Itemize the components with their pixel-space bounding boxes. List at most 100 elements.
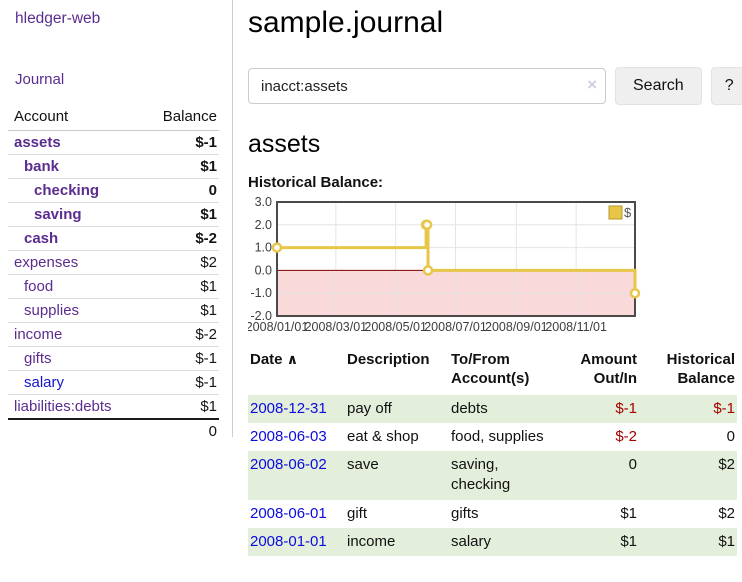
transaction-balance: $1: [718, 532, 735, 550]
transaction-balance: 0: [726, 427, 735, 445]
transaction-amount: $-2: [615, 427, 637, 445]
account-balance: $1: [139, 394, 219, 419]
transaction-accounts: debts: [451, 399, 488, 417]
account-row: assets $-1: [8, 131, 219, 155]
y-tick-label: 1.0: [255, 241, 272, 255]
clear-search-icon[interactable]: ×: [587, 75, 597, 94]
accounts-total-row: 0: [8, 418, 219, 443]
legend-swatch: [608, 205, 623, 220]
register-header-row: Date ∧ Description To/From Account(s) Am…: [248, 349, 737, 395]
transaction-date-link[interactable]: 2008-06-03: [250, 427, 327, 445]
account-link[interactable]: cash: [24, 230, 59, 247]
account-link[interactable]: income: [14, 326, 63, 343]
transaction-date-link[interactable]: 2008-12-31: [250, 399, 327, 417]
help-button[interactable]: ?: [710, 67, 742, 105]
account-balance: $-1: [195, 134, 217, 151]
data-point: [271, 242, 283, 253]
register-header-amount: Amount Out/In: [580, 351, 637, 387]
account-link[interactable]: saving: [34, 206, 82, 223]
transaction-description: gift: [347, 504, 368, 522]
account-link[interactable]: bank: [24, 158, 60, 175]
x-tick-label: 2008/09/01: [485, 320, 548, 334]
register-header-accounts: To/From Account(s): [451, 351, 530, 387]
transaction-accounts: food, supplies: [451, 427, 544, 445]
data-point: [422, 265, 434, 276]
accounts-header-row: Account Balance: [8, 105, 219, 131]
transaction-date-link[interactable]: 2008-06-02: [250, 456, 327, 473]
sidebar-divider: [232, 0, 233, 437]
sidebar: hledger-web Journal Account Balance asse…: [0, 0, 233, 443]
page-title: sample.journal: [248, 6, 444, 39]
account-balance: $1: [139, 274, 219, 299]
accounts-total-value: 0: [139, 418, 219, 443]
x-tick-label: 2008/07/01: [424, 320, 487, 334]
account-link[interactable]: checking: [34, 182, 100, 199]
register-table: Date ∧ Description To/From Account(s) Am…: [248, 349, 737, 556]
account-balance: 0: [139, 178, 219, 203]
account-row: food $1: [8, 274, 219, 299]
plot-border: [276, 201, 636, 317]
sidebar-item-journal[interactable]: Journal: [15, 71, 65, 88]
account-link[interactable]: expenses: [14, 254, 79, 271]
accounts-header-balance: Balance: [139, 105, 219, 131]
transaction-balance: $-1: [713, 399, 735, 417]
register-row: 2008-12-31 pay off debts $-1 $-1: [248, 394, 737, 423]
account-heading: assets: [248, 130, 321, 158]
account-balance: $1: [139, 154, 219, 179]
account-link[interactable]: gifts: [24, 350, 52, 367]
account-link[interactable]: liabilities:debts: [14, 398, 112, 415]
register-header-balance: Historical Balance: [666, 351, 735, 387]
transaction-accounts: gifts: [451, 504, 479, 522]
data-point: [421, 219, 433, 231]
transaction-accounts: salary: [451, 532, 492, 550]
transaction-description: pay off: [347, 399, 392, 417]
register-row: 2008-06-02 save saving, checking 0 $2: [248, 451, 737, 500]
transaction-description: eat & shop: [347, 427, 419, 445]
account-link[interactable]: assets: [14, 134, 61, 151]
account-row: saving $1: [8, 202, 219, 227]
transaction-balance: $2: [718, 456, 735, 473]
transaction-amount: $1: [620, 532, 637, 550]
transaction-amount: 0: [628, 456, 637, 473]
account-balance: $1: [139, 202, 219, 227]
register-header-date[interactable]: Date ∧: [250, 351, 299, 368]
transaction-amount: $-1: [615, 399, 637, 417]
account-row: supplies $1: [8, 298, 219, 323]
account-link[interactable]: supplies: [24, 302, 80, 319]
account-row: bank $1: [8, 154, 219, 179]
register-row: 2008-01-01 income salary $1 $1: [248, 527, 737, 556]
register-row: 2008-06-01 gift gifts $1 $2: [248, 500, 737, 528]
account-balance: $-1: [139, 346, 219, 371]
accounts-table: Account Balance assets $-1 bank $1 checking 0…: [8, 105, 219, 443]
brand-link[interactable]: hledger-web: [15, 10, 101, 27]
chart-section-label: Historical Balance:: [248, 174, 384, 191]
account-row: cash $-2: [8, 226, 219, 251]
register-row: 2008-06-03 eat & shop food, supplies $-2 0: [248, 423, 737, 451]
data-point: [629, 287, 641, 299]
transaction-date-link[interactable]: 2008-01-01: [250, 532, 327, 550]
search-button[interactable]: Search: [615, 67, 702, 105]
transaction-description: save: [347, 456, 379, 473]
x-tick-label: 2008/05/01: [364, 320, 427, 334]
account-balance: $2: [139, 250, 219, 275]
y-tick-label: 3.0: [255, 195, 272, 209]
account-link[interactable]: food: [24, 278, 54, 295]
account-row: salary $-1: [8, 370, 219, 395]
y-tick-label: -2.0: [250, 309, 272, 323]
sort-asc-icon: ∧: [286, 351, 299, 367]
account-row: gifts $-1: [8, 346, 219, 371]
register-header-description: Description: [347, 351, 430, 368]
transaction-balance: $2: [718, 504, 735, 522]
legend-label: $: [624, 205, 632, 220]
account-link[interactable]: salary: [24, 374, 65, 391]
account-balance: $-2: [139, 226, 219, 251]
main-content: sample.journal × Search ? assets Histori…: [248, 0, 742, 556]
account-row: income $-2: [8, 322, 219, 347]
account-balance: $-1: [139, 370, 219, 395]
account-row: liabilities:debts $1: [8, 394, 219, 419]
account-row: checking 0: [8, 178, 219, 203]
y-tick-label: 2.0: [255, 218, 272, 232]
search-input[interactable]: [248, 68, 606, 104]
transaction-accounts: saving, checking: [451, 456, 511, 494]
transaction-date-link[interactable]: 2008-06-01: [250, 504, 327, 522]
